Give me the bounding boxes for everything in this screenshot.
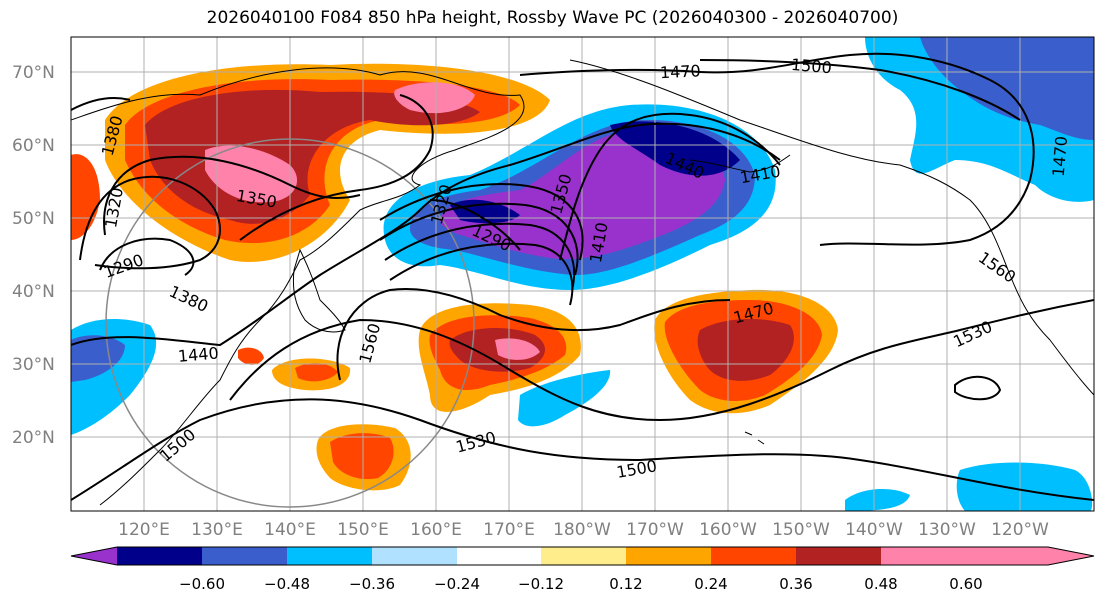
colorbar-swatch [711,547,796,565]
coastline-alaska-islands [689,154,791,173]
lon-label: 150°E [337,520,389,540]
colorbar-label: −0.24 [434,575,480,593]
lat-axis: 70°N 60°N 50°N 40°N 30°N 20°N [12,63,55,448]
lon-label: 170°E [483,520,535,540]
anomaly-negative-sw-core [71,335,125,382]
lon-label: 120°W [991,520,1049,540]
coastline-hawaii [744,431,765,445]
contour-1380-w [71,97,131,111]
contour-loop [954,375,1002,401]
lat-label: 60°N [12,136,55,156]
lon-label: 130°E [191,520,243,540]
colorbar-extend-right [881,547,1094,565]
contour-label: 1470 [660,61,702,82]
range-circle [105,138,475,508]
colorbar-swatch [626,547,711,565]
contour-trough-4 [389,242,574,306]
colorbar-swatch [796,547,881,565]
colorbar-swatch [117,547,202,565]
colorbar-swatch [372,547,457,565]
anomaly-positive-asia-peak2 [394,82,475,114]
anomaly-positive-south-mid [330,433,394,480]
contour-1530 [229,299,1094,422]
lat-label: 70°N [12,63,55,83]
map-frame [70,36,1095,512]
contour-1500-north [699,59,1021,121]
lon-label: 160°E [410,520,462,540]
contour-label: 1500 [790,55,832,77]
coastline-na [569,59,1094,396]
colorbar-label: 0.36 [779,575,812,593]
colorbar-label: 0.12 [609,575,642,593]
contour-trough-3 [384,222,576,291]
contour-label: 1470 [1049,135,1071,177]
lat-label: 30°N [12,355,55,375]
lat-label: 20°N [12,428,55,448]
lon-label: 140°W [845,520,903,540]
anomaly-negative-bottom [845,488,910,511]
anomaly-positive-east-core [697,318,794,381]
coastline-layer [71,59,1094,506]
lon-label: 140°E [264,520,316,540]
contour-label: 1290 [101,250,146,282]
map-title: 2026040100 F084 850 hPa height, Rossby W… [206,8,899,28]
lat-label: 40°N [12,282,55,302]
contour-label: 1320 [101,186,127,229]
anomaly-negative-ne-mid [920,37,1094,140]
contour-1380-n [239,94,434,241]
contour-trough-1 [379,183,584,261]
contour-label: 1530 [950,317,995,351]
contour-label: 1380 [166,282,211,316]
colorbar-label: −0.36 [349,575,395,593]
contour-1410 [559,112,781,261]
anomaly-positive-south-west-core [295,363,338,382]
colorbar-label: −0.60 [179,575,225,593]
colorbar-label: 0.24 [694,575,727,593]
colorbar-swatch [541,547,626,565]
lon-label: 160°W [699,520,757,540]
anomaly-negative-pacific-core2 [610,121,740,176]
contour-label: 1560 [355,321,384,365]
colorbar-label: −0.48 [264,575,310,593]
colorbar-outline [70,546,1095,566]
coastline-japan [292,248,346,333]
colorbar-label: −0.12 [518,575,564,593]
anomaly-positive-central-peak [495,338,540,360]
lat-label: 50°N [12,209,55,229]
colorbar-extend-left [71,547,117,565]
contour-1290 [99,237,195,276]
anomaly-positive-asia-peak [205,145,298,203]
coastline-asia [71,67,525,506]
contour-1560 [336,288,731,381]
anomaly-positive-west [71,154,100,240]
contour-label: 1440 [177,343,219,365]
contour-1290-b [429,199,521,251]
lon-label: 180°W [553,520,611,540]
colorbar-swatch [457,547,541,565]
lon-axis: 120°E 130°E 140°E 150°E 160°E 170°E 180°… [118,520,1049,540]
contour-1500-south [71,398,1094,501]
contour-1320 [79,175,221,270]
anomaly-negative-bottomright [956,462,1093,511]
contour-label: 1530 [454,428,498,457]
colorbar-label: 0.48 [864,575,897,593]
contour-trough-2 [379,202,579,276]
colorbar: −0.60 −0.48 −0.36 −0.24 −0.12 0.12 0.24 … [70,546,1095,593]
lon-label: 120°E [118,520,170,540]
colorbar-swatch [287,547,372,565]
lon-label: 170°W [626,520,684,540]
lon-label: 150°W [772,520,830,540]
lon-label: 130°W [918,520,976,540]
colorbar-swatch [202,547,287,565]
anomaly-positive-small [238,347,264,365]
contour-1440 [71,122,781,347]
colorbar-label: 0.60 [949,575,982,593]
contour-1470 [519,52,1035,246]
height-contour-layer [71,52,1094,501]
